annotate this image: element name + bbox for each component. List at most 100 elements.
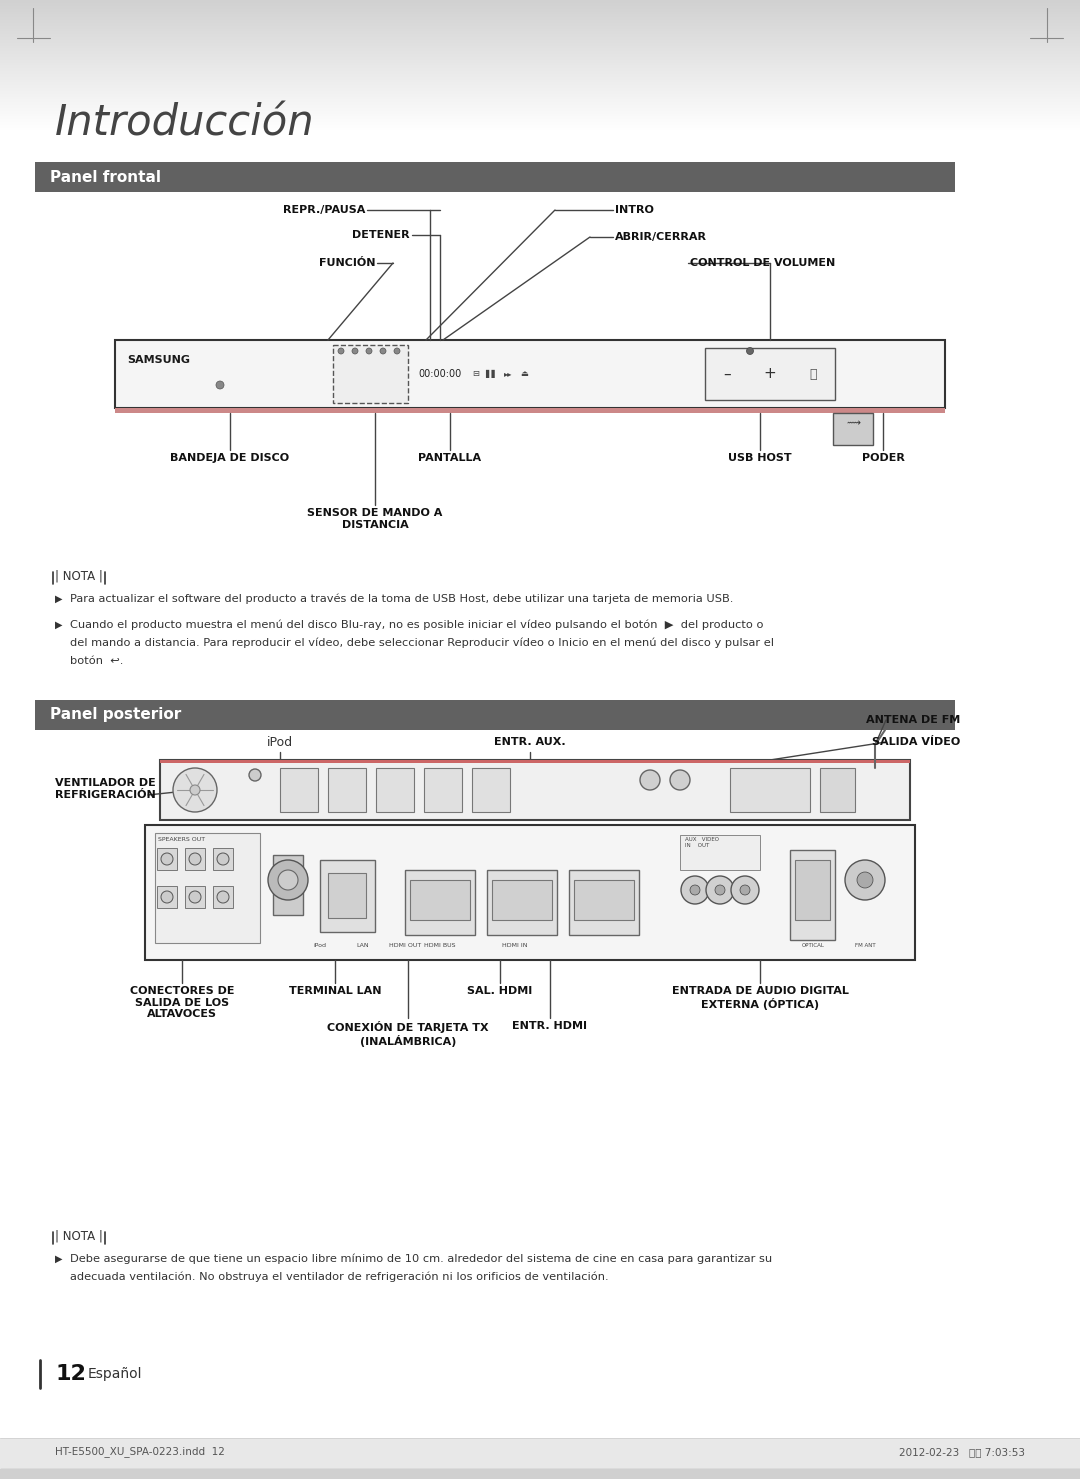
Bar <box>376 768 414 812</box>
Bar <box>213 847 233 870</box>
Text: del mando a distancia. Para reproducir el vídeo, debe seleccionar Reproducir víd: del mando a distancia. Para reproducir e… <box>70 637 774 648</box>
Bar <box>328 768 366 812</box>
Circle shape <box>278 870 298 890</box>
Circle shape <box>690 884 700 895</box>
Text: Panel frontal: Panel frontal <box>50 170 161 185</box>
Circle shape <box>681 876 708 904</box>
Circle shape <box>217 853 229 865</box>
Circle shape <box>352 348 357 353</box>
Text: HT-E5500_XU_SPA-0223.indd  12: HT-E5500_XU_SPA-0223.indd 12 <box>55 1446 225 1457</box>
Text: +: + <box>764 367 777 382</box>
Text: ⏏: ⏏ <box>521 370 528 379</box>
Circle shape <box>338 348 345 353</box>
Circle shape <box>268 859 308 901</box>
Text: VENTILADOR DE
REFRIGERACIÓN: VENTILADOR DE REFRIGERACIÓN <box>55 778 156 800</box>
Bar <box>569 870 639 935</box>
Bar <box>273 855 303 916</box>
Text: 12: 12 <box>55 1364 86 1384</box>
Text: | NOTA |: | NOTA | <box>55 569 103 583</box>
Bar <box>730 768 810 812</box>
Text: ENTRADA DE AUDIO DIGITAL
EXTERNA (ÓPTICA): ENTRADA DE AUDIO DIGITAL EXTERNA (ÓPTICA… <box>672 986 849 1010</box>
Text: SALIDA VÍDEO: SALIDA VÍDEO <box>872 737 960 747</box>
Text: ▶: ▶ <box>55 595 63 603</box>
Circle shape <box>189 890 201 904</box>
Text: HDMI BUS: HDMI BUS <box>424 944 456 948</box>
Circle shape <box>845 859 885 901</box>
Bar <box>573 880 634 920</box>
Bar <box>492 880 552 920</box>
Text: ▶: ▶ <box>55 620 63 630</box>
Circle shape <box>216 382 224 389</box>
Text: ABRIR/CERRAR: ABRIR/CERRAR <box>615 232 707 243</box>
Bar <box>185 886 205 908</box>
Bar <box>487 870 557 935</box>
Text: ANTENA DE FM: ANTENA DE FM <box>866 714 960 725</box>
Bar <box>833 413 873 445</box>
Text: Introducción: Introducción <box>55 102 314 143</box>
Text: iPod: iPod <box>267 735 293 748</box>
Circle shape <box>190 785 200 796</box>
Text: CONECTORES DE
SALIDA DE LOS
ALTAVOCES: CONECTORES DE SALIDA DE LOS ALTAVOCES <box>130 986 234 1019</box>
Circle shape <box>858 873 873 887</box>
Circle shape <box>189 853 201 865</box>
Text: 00:00:00: 00:00:00 <box>418 368 461 379</box>
Bar <box>705 348 835 399</box>
Text: SENSOR DE MANDO A
DISTANCIA: SENSOR DE MANDO A DISTANCIA <box>308 507 443 529</box>
Text: 2012-02-23   오후 7:03:53: 2012-02-23 오후 7:03:53 <box>899 1446 1025 1457</box>
Circle shape <box>249 769 261 781</box>
Text: BANDEJA DE DISCO: BANDEJA DE DISCO <box>171 453 289 463</box>
Bar <box>35 163 955 192</box>
Text: Para actualizar el software del producto a través de la toma de USB Host, debe u: Para actualizar el software del producto… <box>70 595 733 605</box>
Circle shape <box>394 348 400 353</box>
Text: FUNCIÓN: FUNCIÓN <box>319 257 375 268</box>
Text: ▌▌: ▌▌ <box>486 370 499 379</box>
Bar <box>680 836 760 870</box>
Bar <box>472 768 510 812</box>
Text: AUX   VIDEO: AUX VIDEO <box>685 837 719 842</box>
Text: IN    OUT: IN OUT <box>685 843 710 847</box>
Text: ⟿: ⟿ <box>846 419 860 427</box>
Bar <box>157 847 177 870</box>
Circle shape <box>161 890 173 904</box>
Bar <box>820 768 855 812</box>
Bar <box>789 850 835 941</box>
Circle shape <box>670 771 690 790</box>
Text: adecuada ventilación. No obstruya el ventilador de refrigeración ni los orificio: adecuada ventilación. No obstruya el ven… <box>70 1272 609 1282</box>
Bar <box>333 345 408 402</box>
Circle shape <box>746 348 754 355</box>
Bar <box>280 768 318 812</box>
Text: botón  ↩.: botón ↩. <box>70 657 123 666</box>
Circle shape <box>380 348 386 353</box>
Text: –: – <box>724 367 731 382</box>
Text: ▸▸: ▸▸ <box>503 370 512 379</box>
Bar <box>157 886 177 908</box>
Bar <box>424 768 462 812</box>
Bar <box>328 873 366 918</box>
Bar <box>160 760 910 819</box>
Circle shape <box>173 768 217 812</box>
Text: SAL. HDMI: SAL. HDMI <box>468 986 532 995</box>
Text: Español: Español <box>87 1367 143 1381</box>
Circle shape <box>366 348 372 353</box>
Bar <box>320 859 375 932</box>
Bar <box>145 825 915 960</box>
Text: ENTR. AUX.: ENTR. AUX. <box>495 737 566 747</box>
Text: DETENER: DETENER <box>352 231 410 240</box>
Circle shape <box>217 890 229 904</box>
Text: | NOTA |: | NOTA | <box>55 1231 103 1242</box>
Text: ⊟: ⊟ <box>473 370 480 379</box>
Bar <box>114 408 945 413</box>
Text: HDMI IN: HDMI IN <box>502 944 528 948</box>
Text: OPTICAL: OPTICAL <box>801 944 824 948</box>
Text: ▶: ▶ <box>55 1254 63 1265</box>
Text: ENTR. HDMI: ENTR. HDMI <box>513 1021 588 1031</box>
Text: Panel posterior: Panel posterior <box>50 707 181 723</box>
Text: CONEXIÓN DE TARJETA TX
(INALÁMBRICA): CONEXIÓN DE TARJETA TX (INALÁMBRICA) <box>327 1021 489 1047</box>
Bar <box>405 870 475 935</box>
Circle shape <box>715 884 725 895</box>
Circle shape <box>161 853 173 865</box>
Text: Debe asegurarse de que tiene un espacio libre mínimo de 10 cm. alrededor del sis: Debe asegurarse de que tiene un espacio … <box>70 1254 772 1265</box>
Text: Cuando el producto muestra el menú del disco Blu-ray, no es posible iniciar el v: Cuando el producto muestra el menú del d… <box>70 620 764 630</box>
Text: PANTALLA: PANTALLA <box>418 453 482 463</box>
Bar <box>160 760 910 763</box>
